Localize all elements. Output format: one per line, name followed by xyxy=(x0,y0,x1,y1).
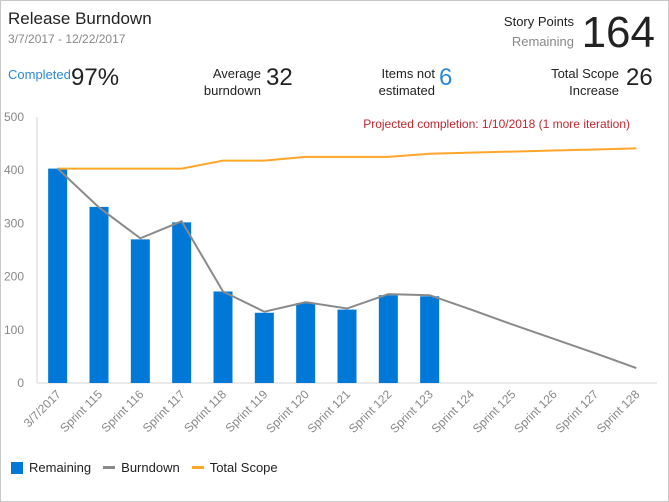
completed-value: 97% xyxy=(71,64,120,91)
avg-burndown-label: Average burndown xyxy=(204,65,261,99)
widget-title: Release Burndown xyxy=(8,9,152,28)
x-tick-label: Sprint 128 xyxy=(594,387,643,436)
legend-swatch-total-scope xyxy=(191,466,204,469)
y-tick-label: 500 xyxy=(4,110,24,124)
x-tick-label: Sprint 118 xyxy=(181,387,229,435)
legend-total-scope[interactable]: Total Scope xyxy=(209,460,278,475)
scope-increase-value: 26 xyxy=(626,64,653,91)
bar-remaining xyxy=(89,206,109,383)
not-est-line2: estimated xyxy=(378,83,435,98)
remaining-text: Remaining xyxy=(511,34,574,49)
x-tick-label: Sprint 116 xyxy=(99,387,147,435)
bar-remaining xyxy=(254,312,274,383)
not-est-line1: Items not xyxy=(381,66,435,81)
story-points-label: Story Points Remaining xyxy=(504,12,574,52)
x-tick-label: Sprint 119 xyxy=(223,387,271,435)
avg-label-line1: Average xyxy=(212,66,261,81)
legend-remaining[interactable]: Remaining xyxy=(29,460,92,475)
legend-swatch-remaining xyxy=(11,461,23,474)
x-tick-label: Sprint 115 xyxy=(57,387,105,435)
bar-remaining xyxy=(296,303,316,383)
bar-remaining xyxy=(337,309,357,383)
scope-increase-label: Total Scope Increase xyxy=(551,65,619,99)
y-tick-label: 400 xyxy=(4,163,24,177)
x-tick-label: Sprint 125 xyxy=(470,387,519,436)
avg-burndown-value: 32 xyxy=(266,64,293,91)
line-total-scope xyxy=(57,147,637,170)
x-tick-label: Sprint 126 xyxy=(511,387,560,436)
completed-label: Completed xyxy=(8,67,71,82)
x-tick-label: Sprint 124 xyxy=(429,387,478,436)
bar-remaining xyxy=(130,239,150,383)
not-estimated-value[interactable]: 6 xyxy=(439,64,453,91)
story-points-text: Story Points xyxy=(503,14,574,29)
date-range: 3/7/2017 - 12/22/2017 xyxy=(8,32,126,46)
avg-label-line2: burndown xyxy=(203,83,261,98)
x-tick-label: Sprint 121 xyxy=(305,387,354,436)
bar-remaining xyxy=(172,222,192,383)
projection-annotation: Projected completion: 1/10/2018 (1 more … xyxy=(363,117,630,131)
y-tick-label: 300 xyxy=(4,216,24,230)
legend-swatch-burndown xyxy=(103,466,116,469)
bar-remaining xyxy=(378,295,398,383)
story-points-remaining-value: 164 xyxy=(581,8,655,57)
bar-remaining xyxy=(420,296,440,383)
x-tick-label: Sprint 123 xyxy=(387,387,436,436)
y-tick-label: 200 xyxy=(4,270,24,284)
legend: Remaining Burndown Total Scope xyxy=(11,460,278,475)
x-tick-label: Sprint 117 xyxy=(140,387,188,435)
bar-remaining xyxy=(48,168,68,383)
y-tick-label: 0 xyxy=(17,376,24,390)
scope-line2: Increase xyxy=(569,83,619,98)
x-tick-label: Sprint 127 xyxy=(553,387,602,436)
scope-line1: Total Scope xyxy=(551,66,619,81)
bar-remaining xyxy=(213,291,233,383)
legend-burndown[interactable]: Burndown xyxy=(121,460,180,475)
y-tick-label: 100 xyxy=(4,323,24,337)
x-tick-label: Sprint 122 xyxy=(346,387,395,436)
x-tick-label: Sprint 120 xyxy=(263,387,312,436)
not-estimated-label: Items not estimated xyxy=(379,65,435,99)
